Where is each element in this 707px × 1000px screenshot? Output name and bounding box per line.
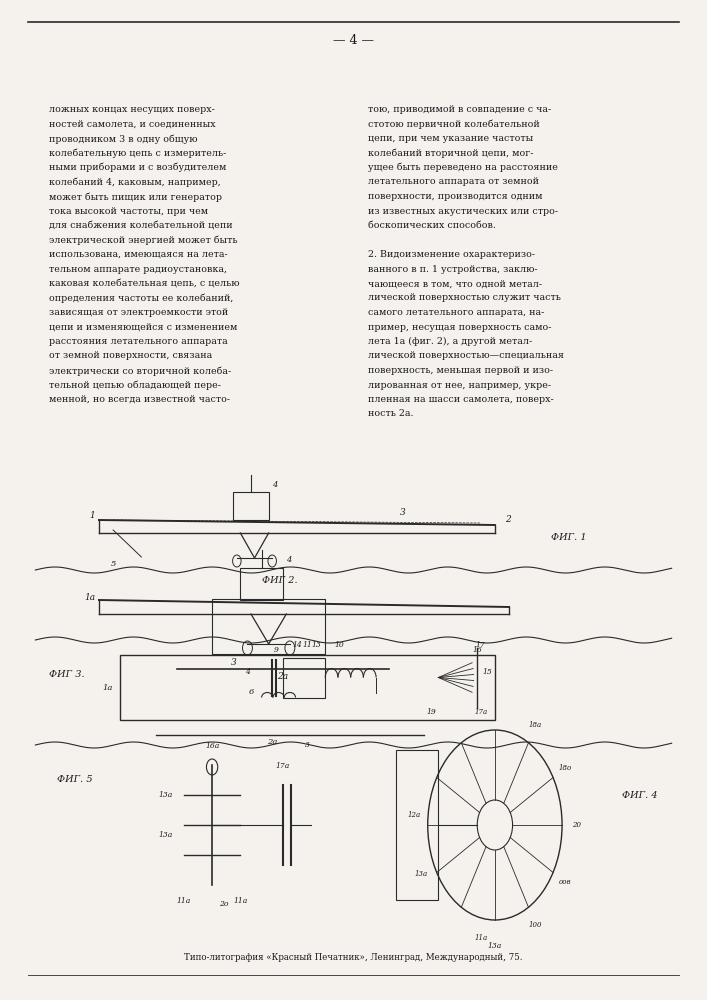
Text: 6: 6 [249,688,255,696]
Text: 2а: 2а [277,672,288,681]
Text: колебаний 4, каковым, например,: колебаний 4, каковым, например, [49,178,221,187]
Text: 13а: 13а [488,942,502,950]
Text: 13а: 13а [159,831,173,839]
Text: может быть пищик или генератор: может быть пищик или генератор [49,192,223,202]
Text: пример, несущая поверхность само-: пример, несущая поверхность само- [368,322,551,332]
Text: 11: 11 [303,641,312,649]
Text: расстояния летательного аппарата: расстояния летательного аппарата [49,337,228,346]
Text: 2: 2 [506,516,511,524]
Text: 11а: 11а [474,934,487,942]
Text: 10: 10 [334,641,344,649]
Text: чающееся в том, что одной метал-: чающееся в том, что одной метал- [368,279,542,288]
Bar [396,750,438,900]
Text: колебательную цепь с измеритель-: колебательную цепь с измеритель- [49,148,227,158]
Text: 1а: 1а [84,593,95,602]
Text: 18а: 18а [529,721,542,729]
Text: — 4 —: — 4 — [333,34,374,47]
Text: колебаний вторичной цепи, мог-: колебаний вторичной цепи, мог- [368,148,533,158]
Text: зависящая от электроемкости этой: зависящая от электроемкости этой [49,308,229,317]
Text: ФИГ. 1: ФИГ. 1 [551,534,587,542]
Text: ФИГ. 4: ФИГ. 4 [622,790,658,800]
Text: менной, но всегда известной часто-: менной, но всегда известной часто- [49,395,230,404]
Text: летательного аппарата от земной: летательного аппарата от земной [368,178,539,186]
Text: стотою первичной колебательной: стотою первичной колебательной [368,119,539,129]
Text: 4: 4 [245,668,250,676]
Text: 16: 16 [472,646,482,654]
Text: 1: 1 [90,510,95,520]
Text: лической поверхностью служит часть: лической поверхностью служит часть [368,294,561,302]
Bar [283,658,325,698]
Text: цепи и изменяющейся с изменением: цепи и изменяющейся с изменением [49,322,238,332]
Text: 12а: 12а [407,811,421,819]
Text: ность 2а.: ность 2а. [368,410,413,418]
Text: 100: 100 [529,921,542,929]
Text: 4: 4 [286,556,292,564]
Text: ущее быть переведено на расстояние: ущее быть переведено на расстояние [368,163,558,172]
Text: ложных концах несущих поверх-: ложных концах несущих поверх- [49,105,216,114]
Text: пленная на шасси самолета, поверх-: пленная на шасси самолета, поверх- [368,395,554,404]
Bar [233,492,269,520]
Text: 13: 13 [312,641,322,649]
Text: поверхность, меньшая первой и изо-: поверхность, меньшая первой и изо- [368,366,553,375]
Text: 4: 4 [272,481,278,489]
Text: 13а: 13а [414,870,428,878]
Text: тельной цепью обладающей пере-: тельной цепью обладающей пере- [49,381,221,390]
Text: 3: 3 [400,508,406,517]
Text: ФИГ 3.: ФИГ 3. [49,670,85,679]
Text: 17: 17 [476,641,486,649]
Text: 2о: 2о [219,900,228,908]
Text: 2. Видоизменение охарактеризо-: 2. Видоизменение охарактеризо- [368,250,534,259]
Text: электрической энергией может быть: электрической энергией может быть [49,235,238,245]
Text: 5: 5 [110,560,116,568]
Text: 16а: 16а [205,742,219,750]
Text: 20: 20 [572,821,580,829]
Text: 14: 14 [292,641,302,649]
Text: тельном аппарате радиоустановка,: тельном аппарате радиоустановка, [49,264,228,273]
Text: оов: оов [559,879,572,887]
Text: для снабжения колебательной цепи: для снабжения колебательной цепи [49,221,233,230]
Text: тою, приводимой в совпадение с ча-: тою, приводимой в совпадение с ча- [368,105,551,114]
Text: 15: 15 [483,668,493,676]
Text: 3: 3 [305,741,310,749]
Text: цепи, при чем указание частоты: цепи, при чем указание частоты [368,134,533,143]
Text: самого летательного аппарата, на-: самого летательного аппарата, на- [368,308,544,317]
Text: ванного в п. 1 устройства, заклю-: ванного в п. 1 устройства, заклю- [368,264,537,273]
Text: лированная от нее, например, укре-: лированная от нее, например, укре- [368,381,551,390]
Text: лета 1а (фиг. 2), а другой метал-: лета 1а (фиг. 2), а другой метал- [368,337,532,346]
Text: ностей самолета, и соединенных: ностей самолета, и соединенных [49,119,216,128]
Text: 2а: 2а [267,738,277,746]
Text: определения частоты ее колебаний,: определения частоты ее колебаний, [49,294,234,303]
Text: электрически со вторичной колеба-: электрически со вторичной колеба- [49,366,232,375]
Text: ными приборами и с возбудителем: ными приборами и с возбудителем [49,163,227,172]
Text: 9: 9 [274,646,278,654]
Text: 3: 3 [230,658,236,667]
Text: 13а: 13а [159,791,173,799]
Text: боскопических способов.: боскопических способов. [368,221,496,230]
Text: 18о: 18о [559,764,572,772]
Text: поверхности, производится одним: поверхности, производится одним [368,192,542,201]
Text: ФИГ 2.: ФИГ 2. [262,576,297,585]
Text: использована, имеющаяся на лета-: использована, имеющаяся на лета- [49,250,228,259]
Text: 17а: 17а [276,762,290,770]
Bar [240,568,283,600]
Text: лической поверхностью—специальная: лической поверхностью—специальная [368,352,563,360]
Text: 11а: 11а [177,897,191,905]
Text: каковая колебательная цепь, с целью: каковая колебательная цепь, с целью [49,279,240,288]
Text: тока высокой частоты, при чем: тока высокой частоты, при чем [49,207,209,216]
Text: 17а: 17а [474,708,487,716]
Text: 1а: 1а [103,684,113,692]
Text: от земной поверхности, связана: от земной поверхности, связана [49,352,213,360]
Text: 11а: 11а [233,897,247,905]
Text: 19: 19 [426,708,436,716]
Bar [120,655,495,720]
Bar [212,599,325,654]
Text: проводником 3 в одну общую: проводником 3 в одну общую [49,134,198,143]
Text: из известных акустических или стро-: из известных акустических или стро- [368,207,558,216]
Text: Типо-литография «Красный Печатник», Ленинград, Международный, 75.: Типо-литография «Красный Печатник», Лени… [185,954,522,962]
Text: ФИГ. 5: ФИГ. 5 [57,776,92,784]
